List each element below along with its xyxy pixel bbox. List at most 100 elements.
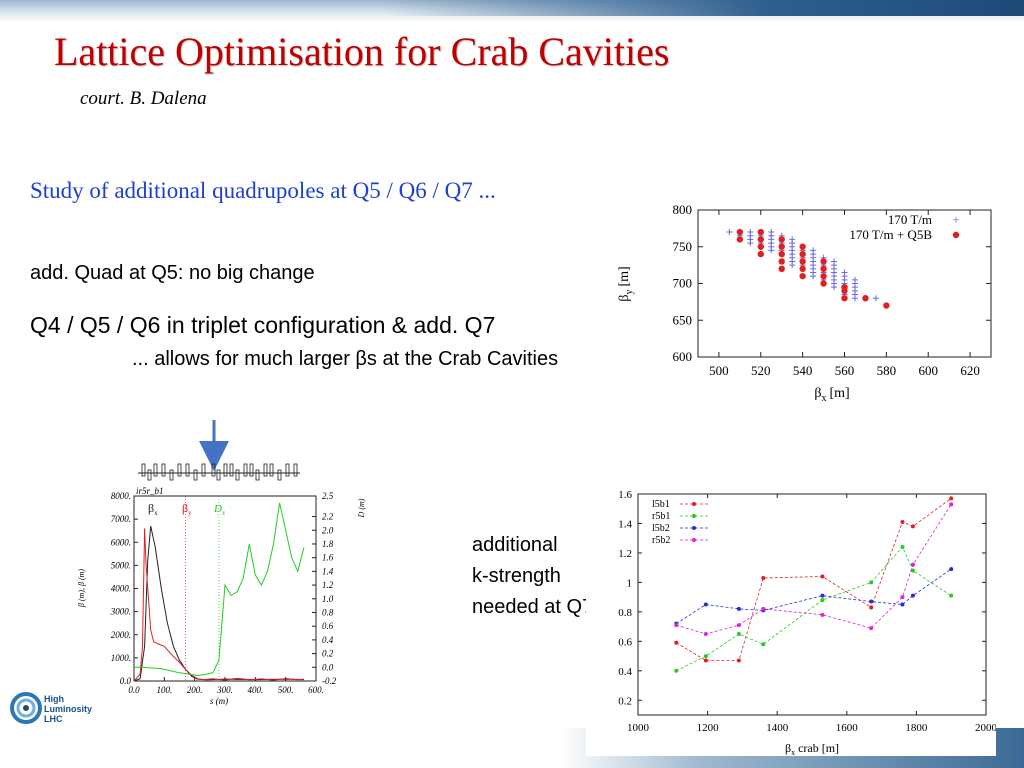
- x-tick-label: 400.: [247, 685, 263, 695]
- magnet-element: [153, 463, 158, 477]
- y2-tick-label: 1.2: [322, 580, 334, 590]
- data-point-dot: [757, 228, 764, 236]
- hl-lhc-logo: High Luminosity LHC: [10, 690, 120, 730]
- y-tick-label: 1.2: [618, 548, 632, 560]
- data-point-plus: [726, 229, 733, 236]
- x-axis-label: βx crab [m]: [785, 741, 839, 756]
- data-point: [910, 593, 915, 598]
- data-point-dot: [778, 243, 785, 250]
- data-point-dot: [778, 258, 785, 265]
- data-point-dot: [799, 250, 806, 258]
- y-tick-label: 0.2: [618, 695, 632, 707]
- y-tick-label: 700: [673, 276, 693, 291]
- beta-scan-chart: 500 520 540 560 580 600 620 600 650 700 750 800 βx[…: [604, 196, 1000, 408]
- data-point-dot: [820, 258, 827, 265]
- legend-label: r5b2: [652, 535, 670, 546]
- data-point: [949, 496, 954, 501]
- x-tick-label: 1200: [697, 722, 720, 734]
- x-tick-label: 1800: [905, 722, 928, 734]
- y-tick-label: 8000.: [111, 491, 131, 501]
- x-tick-label: 2000: [975, 722, 996, 734]
- data-point: [910, 568, 915, 573]
- data-point-dot: [820, 272, 827, 280]
- x-axis-label: βx [m]: [814, 386, 849, 404]
- y2-tick-label: 2.2: [322, 512, 334, 522]
- data-point: [820, 593, 825, 598]
- data-point-dot: [757, 243, 764, 250]
- magnet-element: [269, 463, 274, 477]
- x-tick-label: 1400: [766, 722, 789, 734]
- data-point-dot: [757, 236, 764, 243]
- legend-dot-marker: [952, 231, 960, 239]
- data-point-dot: [841, 287, 848, 295]
- data-point-dot: [778, 250, 785, 258]
- legend: βx βy Dx: [148, 501, 226, 517]
- y-tick-label: 650: [673, 312, 693, 327]
- data-point-dot: [862, 295, 869, 302]
- data-point: [703, 602, 708, 607]
- data-point: [949, 567, 954, 572]
- logo-text: High Luminosity LHC: [44, 694, 92, 724]
- data-point-plus: [831, 284, 838, 291]
- series-line: [676, 568, 952, 625]
- y-tick-label: 3000.: [110, 607, 131, 617]
- legend: 170 T/m + 170 T/m + Q5B: [849, 212, 959, 242]
- data-point-dot: [799, 272, 806, 280]
- data-point-plus: [768, 247, 775, 254]
- magnet-element: [193, 469, 198, 481]
- magnet-element: [161, 463, 166, 477]
- y-tick-label: 0.8: [618, 607, 632, 619]
- magnet-element: [249, 463, 254, 477]
- additional-k-line: additional: [472, 534, 558, 556]
- y-tick-label: 0.4: [618, 666, 632, 678]
- magnet-element: [285, 463, 290, 477]
- bullet-q5: add. Quad at Q5: no big change: [30, 262, 315, 284]
- y-tick-label: 6000.: [111, 537, 131, 547]
- data-point-plus: [789, 262, 796, 269]
- data-point: [736, 606, 741, 611]
- data-point-dot: [820, 265, 827, 272]
- data-point: [703, 631, 708, 636]
- data-point: [703, 658, 708, 663]
- magnet-element: [277, 469, 282, 481]
- data-point-dot: [778, 265, 785, 272]
- x-tick-label: 600: [918, 363, 938, 378]
- legend-label: βx: [148, 501, 158, 517]
- magnet-element: [243, 463, 248, 477]
- data-point-dot: [736, 228, 744, 236]
- y-tick-label: 7000.: [111, 514, 131, 524]
- data-point: [703, 654, 708, 659]
- y-tick-label: 4000.: [111, 584, 131, 594]
- data-point: [869, 626, 874, 631]
- y-axis-label: βy[m]: [617, 266, 635, 301]
- data-point: [674, 640, 679, 645]
- additional-k-line: needed at Q7: [472, 596, 594, 618]
- magnet-element: [201, 463, 206, 477]
- legend-label: Dx: [213, 503, 226, 517]
- y2-tick-label: 1.6: [322, 553, 334, 563]
- series-line: [676, 546, 952, 672]
- y-tick-label: 2000.: [111, 630, 131, 640]
- y-tick-label: 0.0: [120, 676, 132, 686]
- data-point-dot: [799, 243, 806, 250]
- series-line: [133, 528, 304, 682]
- y2-tick-label: 0.2: [322, 649, 334, 659]
- y-tick-label: 1: [627, 577, 633, 589]
- data-point: [674, 623, 679, 628]
- plot-frame: [637, 493, 987, 716]
- x-axis-label: s (m): [210, 696, 228, 706]
- data-point-dot: [799, 265, 806, 272]
- data-point: [761, 642, 766, 647]
- data-point: [674, 668, 679, 673]
- data-point: [736, 631, 741, 636]
- header-stripe: [380, 0, 1024, 16]
- legend-plus-marker: +: [952, 212, 959, 227]
- y-tick-label: 750: [673, 239, 693, 254]
- x-tick-label: 620: [960, 363, 980, 378]
- additional-k-line: k-strength: [472, 565, 561, 587]
- x-tick-label: 580: [877, 363, 897, 378]
- data-point-plus: [851, 295, 858, 302]
- legend-label: βy: [182, 501, 192, 517]
